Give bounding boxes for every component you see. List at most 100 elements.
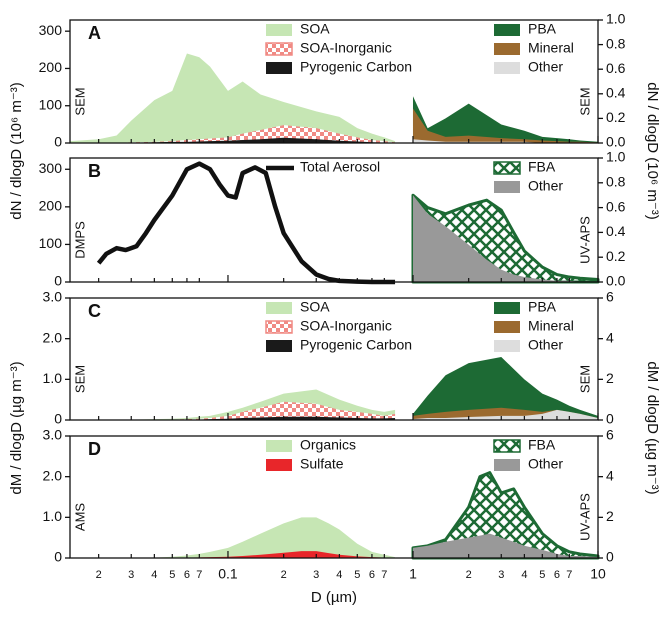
x-tick-label: 2 bbox=[466, 569, 472, 581]
legend-swatch bbox=[266, 440, 292, 452]
y-axis-label: dN / dlogD (10⁶ m⁻³) bbox=[8, 82, 25, 219]
x-tick-label: 2 bbox=[96, 569, 102, 581]
y2-tick-label: 2 bbox=[606, 370, 614, 386]
legend-swatch bbox=[494, 302, 520, 314]
y2-axis-label: dN / dlogD (10⁶ m⁻³) bbox=[644, 82, 661, 219]
x-tick-label: 2 bbox=[281, 569, 287, 581]
x-tick-label: 7 bbox=[196, 569, 202, 581]
legend-swatch bbox=[266, 340, 292, 352]
legend-swatch bbox=[493, 439, 521, 453]
legend-swatch bbox=[494, 24, 520, 36]
y2-tick-label: 0.2 bbox=[606, 109, 626, 125]
y-tick-label: 2.0 bbox=[43, 329, 63, 345]
y-tick-label: 300 bbox=[39, 160, 63, 176]
legend-label: SOA-Inorganic bbox=[300, 40, 392, 56]
y-tick-label: 0 bbox=[54, 549, 62, 565]
x-axis-label: D (µm) bbox=[311, 589, 357, 606]
x-tick-label: 3 bbox=[498, 569, 504, 581]
data-area bbox=[411, 471, 600, 560]
x-tick-label: 10 bbox=[590, 566, 606, 582]
legend-label: Other bbox=[528, 178, 563, 194]
y-tick-label: 1.0 bbox=[43, 508, 63, 524]
legend-label: Other bbox=[528, 337, 563, 353]
legend-label: Pyrogenic Carbon bbox=[300, 59, 412, 75]
x-tick-label: 4 bbox=[521, 569, 527, 581]
data-line bbox=[96, 161, 396, 285]
legend-swatch bbox=[266, 62, 292, 74]
y-tick-label: 2.0 bbox=[43, 467, 63, 483]
x-tick-label: 4 bbox=[336, 569, 342, 581]
panel-frame bbox=[69, 157, 599, 283]
y2-tick-label: 0.0 bbox=[606, 273, 626, 289]
legend-swatch bbox=[494, 340, 520, 352]
data-area bbox=[70, 53, 396, 143]
legend-label: Sulfate bbox=[300, 456, 344, 472]
y-tick-label: 200 bbox=[39, 198, 63, 214]
y2-tick-label: 1.0 bbox=[606, 149, 626, 165]
data-area bbox=[154, 551, 396, 558]
panel-label: B bbox=[88, 161, 101, 181]
data-area bbox=[70, 401, 396, 420]
x-tick-label: 4 bbox=[151, 569, 157, 581]
x-tick-label: 5 bbox=[354, 569, 360, 581]
y2-tick-label: 0.6 bbox=[606, 60, 626, 76]
panel-frame bbox=[69, 19, 599, 144]
data-area bbox=[70, 416, 396, 420]
legend-swatch bbox=[493, 161, 521, 175]
legend-label: Total Aerosol bbox=[300, 159, 380, 175]
data-area bbox=[412, 195, 598, 282]
panel-label: C bbox=[88, 301, 101, 321]
panel-frame bbox=[69, 435, 599, 559]
y-tick-label: 100 bbox=[39, 96, 63, 112]
y-tick-label: 0 bbox=[54, 273, 62, 289]
method-left: AMS bbox=[72, 503, 87, 532]
legend-swatch bbox=[494, 459, 520, 471]
y-tick-label: 0 bbox=[54, 134, 62, 150]
legend-label: SOA-Inorganic bbox=[300, 318, 392, 334]
data-area bbox=[154, 517, 396, 558]
y2-tick-label: 4 bbox=[606, 329, 614, 345]
x-tick-label: 7 bbox=[566, 569, 572, 581]
y-tick-label: 300 bbox=[39, 22, 63, 38]
legend-label: PBA bbox=[528, 299, 557, 315]
x-tick-label: 1 bbox=[409, 566, 417, 582]
x-tick-label: 5 bbox=[539, 569, 545, 581]
y2-tick-label: 0.6 bbox=[606, 198, 626, 214]
y2-tick-label: 0.8 bbox=[606, 35, 626, 51]
y2-tick-label: 4 bbox=[606, 467, 614, 483]
legend-label: PBA bbox=[528, 21, 557, 37]
legend-swatch bbox=[494, 62, 520, 74]
legend-swatch bbox=[494, 181, 520, 193]
method-right: UV-APS bbox=[577, 216, 592, 264]
legend-label: FBA bbox=[528, 437, 556, 453]
y2-tick-label: 6 bbox=[606, 289, 614, 305]
x-tick-label: 0.1 bbox=[218, 566, 238, 582]
y-tick-label: 3.0 bbox=[43, 427, 63, 443]
x-tick-label: 6 bbox=[369, 569, 375, 581]
method-right: UV-APS bbox=[577, 493, 592, 541]
panel-frame bbox=[69, 297, 599, 421]
legend-swatch bbox=[266, 24, 292, 36]
legend-label: SOA bbox=[300, 21, 330, 37]
y2-tick-label: 0.2 bbox=[606, 248, 626, 264]
legend-swatch bbox=[494, 43, 520, 55]
y2-tick-label: 0.4 bbox=[606, 223, 626, 239]
data-area bbox=[412, 356, 598, 420]
panel-label: D bbox=[88, 439, 101, 459]
y2-tick-label: 1.0 bbox=[606, 11, 626, 27]
data-area bbox=[412, 533, 598, 558]
method-left: DMPS bbox=[72, 221, 87, 259]
legend-swatch bbox=[266, 302, 292, 314]
y2-tick-label: 0.0 bbox=[606, 134, 626, 150]
legend-swatch bbox=[266, 459, 292, 471]
legend-label: Mineral bbox=[528, 40, 574, 56]
y2-tick-label: 6 bbox=[606, 427, 614, 443]
x-tick-label: 7 bbox=[381, 569, 387, 581]
y2-tick-label: 0.4 bbox=[606, 85, 626, 101]
legend-label: Mineral bbox=[528, 318, 574, 334]
legend-label: Pyrogenic Carbon bbox=[300, 337, 412, 353]
legend-swatch bbox=[265, 42, 293, 56]
y-tick-label: 0 bbox=[54, 411, 62, 427]
method-right: SEM bbox=[577, 365, 592, 393]
